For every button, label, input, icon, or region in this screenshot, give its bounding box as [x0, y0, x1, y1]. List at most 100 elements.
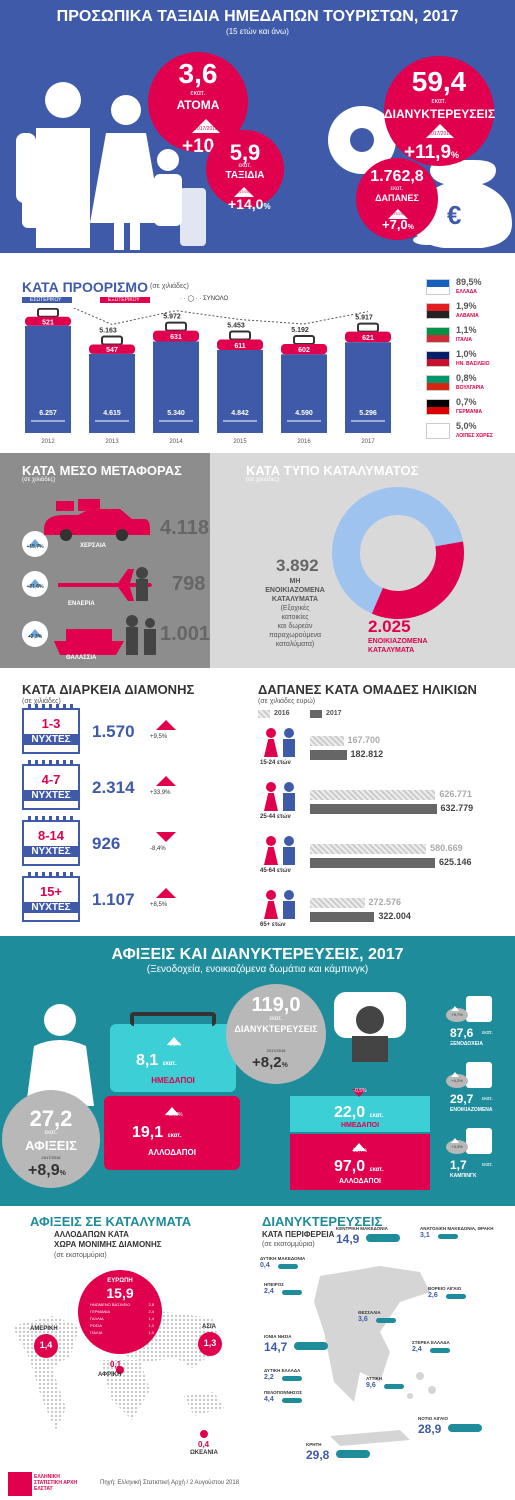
nights-total-value: 119,0 — [251, 994, 301, 1016]
change-badge — [446, 1074, 468, 1088]
type-label: ΕΝΟΙΚΙΑΖΟΜΕΝΑ — [450, 1107, 493, 1113]
page-subtitle: (15 ετών και άνω) — [226, 27, 289, 36]
world-title: ΑΦΙΞΕΙΣ ΣΕ ΚΑΤΑΛΥΜΑΤΑ — [30, 1214, 192, 1229]
domestic-suitcase — [110, 1024, 236, 1092]
up-arrow-icon — [451, 1072, 459, 1077]
bar-2016 — [310, 736, 344, 746]
europe-country-value: 1,4 — [148, 1316, 154, 1321]
value-2016: 626.771 — [439, 789, 472, 799]
year-tick-label: 2013 — [105, 439, 119, 445]
abroad-value-label: 631 — [170, 334, 182, 341]
year-tick-label: 2016 — [297, 439, 311, 445]
arrivals-total-period: 2017/2016 — [41, 1155, 61, 1160]
duration-range: 4-7 — [41, 772, 61, 787]
flag-icon — [426, 351, 450, 367]
year-tick-label: 2015 — [233, 439, 247, 445]
up-arrow-icon — [167, 1037, 181, 1045]
total-value-label: 5.972 — [163, 314, 181, 321]
country-row: 0,7% ΓΕΡΜΑΝΙΑ — [420, 397, 515, 421]
key-icon — [384, 1384, 404, 1389]
down-arrow-icon — [156, 832, 176, 842]
change-badge — [446, 1140, 468, 1154]
key-icon — [448, 1424, 482, 1432]
region-value: 2,4 — [412, 1346, 422, 1353]
up-arrow-icon — [156, 776, 176, 786]
hotel-icon — [466, 996, 492, 1022]
type-label: ΚΑΜΠΙΝΓΚ — [450, 1173, 477, 1179]
region-name: ΗΠΕΙΡΟΣ — [264, 1282, 284, 1287]
duration-unit: ΝΥΧΤΕΣ — [24, 902, 78, 913]
domestic-value-label: 4.842 — [231, 410, 249, 417]
persons-period: 2017/2016 — [194, 126, 218, 132]
region-name: ΠΕΛΟΠΟΝΝΗΣΟΣ — [264, 1390, 303, 1395]
persons-value: 3,6 — [178, 58, 218, 89]
region-name: ΔΥΤΙΚΗ ΕΛΛΑΔΑ — [264, 1368, 301, 1373]
flag-icon — [426, 375, 450, 391]
domestic-value-label: 6.257 — [39, 410, 57, 417]
country-pct: 1,1% — [456, 325, 477, 335]
duration-value: 2.314 — [92, 778, 135, 797]
region-value: 0,4 — [260, 1262, 270, 1269]
legend-total: ΣΥΝΟΛΟ — [203, 296, 229, 302]
up-arrow-icon — [165, 1107, 179, 1115]
arrivals-section: ΑΦΙΞΕΙΣ ΚΑΙ ΔΙΑΝΥΚΤΕΡΕΥΣΕΙΣ, 2017 (Ξενοδ… — [0, 936, 515, 1206]
calendar-icon: 8-14 ΝΥΧΤΕΣ — [22, 816, 80, 866]
legend-domestic: ΕΣΩΤΕΡΙΚΟΥ — [30, 297, 62, 303]
africa-name: ΑΦΡΙΚΗ — [98, 1372, 122, 1378]
country-row: 5,0% ΛΟΙΠΕΣ ΧΩΡΕΣ — [420, 421, 515, 445]
transport-accommodation-section: ΚΑΤΑ ΜΕΣΟ ΜΕΤΑΦΟΡΑΣ (σε χιλιάδες) +15,7%… — [0, 453, 515, 668]
country-row: 89,5% ΕΛΛΑΔΑ — [420, 277, 515, 301]
duration-range: 15+ — [39, 884, 63, 899]
arrivals-total-label: ΑΦΙΞΕΙΣ — [25, 1138, 77, 1153]
flag-icon — [426, 303, 450, 319]
nights-dom-label: ΗΜΕΔΑΠΟΙ — [340, 1122, 380, 1129]
world-regions-section: ΑΦΙΞΕΙΣ ΣΕ ΚΑΤΑΛΥΜΑΤΑ ΑΛΛΟΔΑΠΩΝ ΚΑΤΑ ΧΩΡΑ… — [0, 1206, 515, 1468]
land-value: 4.118 — [160, 517, 209, 539]
age-label: 15-24 ετών — [260, 760, 291, 766]
legend-2017: 2017 — [326, 710, 342, 717]
nights-total-circle — [226, 984, 326, 1084]
type-value: 1,7 — [450, 1158, 467, 1172]
type-change: +4,2% — [451, 1078, 463, 1083]
value-2017: 632.779 — [440, 803, 474, 813]
elstat-logo-icon — [8, 1472, 32, 1496]
up-arrow-icon — [234, 187, 254, 197]
nights-unit: εκατ. — [431, 98, 447, 105]
spending-label: ΔΑΠΑΝΕΣ — [375, 193, 419, 203]
year-tick-label: 2012 — [41, 439, 55, 445]
europe-country-name: ΡΩΣΙΑ — [90, 1323, 102, 1328]
persons-unit: εκατ. — [190, 90, 206, 97]
europe-country-name: ΙΤΑΛΙΑ — [90, 1330, 103, 1335]
house-icon — [466, 1062, 492, 1088]
europe-country-name: ΗΝΩΜΕΝΟ ΒΑΣΙΛΕΙΟ — [90, 1302, 131, 1307]
oceania-value: 0,4 — [198, 1440, 210, 1449]
air-change: +21,6 — [26, 584, 40, 590]
value-2016: 580.669 — [430, 843, 463, 853]
europe-name: ΕΥΡΩΠΗ — [107, 1278, 133, 1284]
arrivals-foreign-label: ΑΛΛΟΔΑΠΟΙ — [148, 1148, 196, 1157]
nights-total-label: ΔΙΑΝΥΚΤΕΡΕΥΣΕΙΣ — [234, 1024, 318, 1034]
man-woman-icon — [262, 890, 302, 920]
world-map — [12, 1310, 224, 1430]
region-value: 14,7 — [264, 1340, 288, 1354]
key-icon — [446, 1294, 466, 1299]
regions-subtitle: ΚΑΤΑ ΠΕΡΙΦΕΡΕΙΑ — [262, 1230, 335, 1239]
country-name: ΓΕΡΜΑΝΙΑ — [456, 409, 483, 415]
type-value: 87,6 — [450, 1026, 474, 1040]
calendar-icon: 4-7 ΝΥΧΤΕΣ — [22, 760, 80, 810]
suitcase-handle — [165, 321, 187, 332]
legend-abroad-swatch — [100, 297, 150, 303]
country-pct: 1,0% — [456, 349, 477, 359]
bar-2017 — [310, 858, 436, 868]
nonrented-note: (Εξοχικές κατοικίες και δωρεάν παραχωρούμεν… — [268, 605, 322, 648]
trips-value: 5,9 — [229, 140, 261, 165]
flag-icon — [426, 423, 450, 439]
flag-icon — [426, 327, 450, 343]
region-value: 2,2 — [264, 1374, 274, 1381]
legend-2017-swatch — [310, 710, 322, 718]
rented-label: ΕΝΟΙΚΙΑΖΟΜΕΝΑ ΚΑΤΑΛΥΜΑΤΑ — [368, 638, 428, 654]
up-arrow-icon — [28, 579, 42, 587]
duration-title: ΚΑΤΑ ΔΙΑΡΚΕΙΑ ΔΙΑΜΟΝΗΣ — [22, 682, 195, 697]
suitcase-handle — [293, 334, 315, 345]
air-label: ΕΝΑΕΡΙΑ — [68, 601, 95, 607]
